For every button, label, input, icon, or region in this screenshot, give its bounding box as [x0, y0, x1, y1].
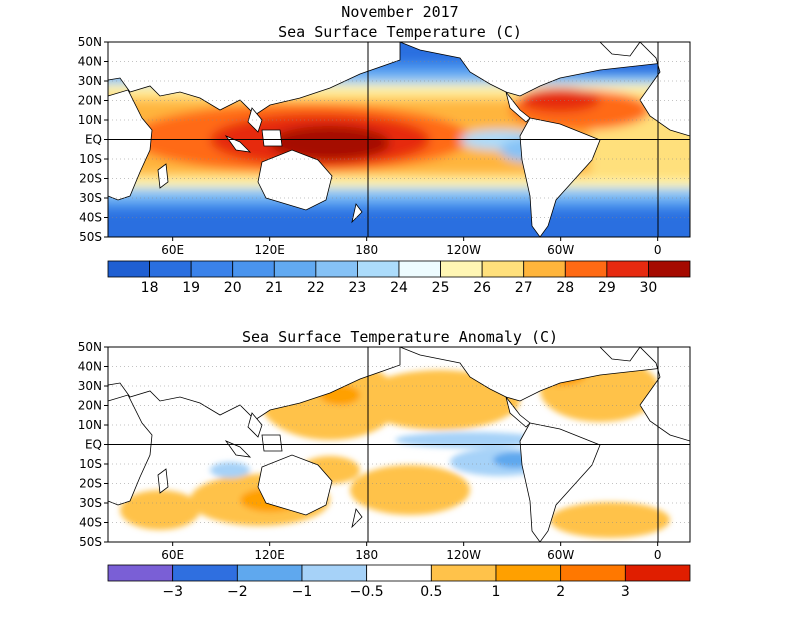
lat-tick-label: 30S	[79, 191, 102, 205]
colorbar-label: 25	[432, 280, 450, 296]
colorbar-swatch	[564, 260, 608, 278]
sst-field	[108, 42, 690, 237]
anomaly-colorbar-swatch	[624, 564, 691, 582]
lon-tick-label: 60W	[547, 243, 574, 257]
anomaly-lon-tick-label: 60E	[161, 548, 184, 562]
lon-tick-label: 180	[355, 243, 378, 257]
lon-tick-label: 120W	[446, 243, 481, 257]
anomaly-title: Sea Surface Temperature Anomaly (C)	[242, 328, 558, 346]
anomaly-lon-tick-label: 60W	[547, 548, 574, 562]
lat-tick-label: 50S	[79, 230, 102, 244]
lat-tick-label: 10S	[79, 152, 102, 166]
anomaly-colorbar-swatch	[172, 564, 238, 582]
colorbar-label: 28	[556, 280, 574, 296]
anomaly-colorbar-label: 3	[621, 584, 630, 600]
anomaly-colorbar-swatch	[560, 564, 626, 582]
colorbar-label: 24	[390, 280, 408, 296]
colorbar-label: 23	[349, 280, 367, 296]
anomaly-colorbar-label: −1	[292, 584, 313, 600]
landmasses	[107, 41, 691, 238]
colorbar-swatch	[606, 260, 649, 278]
anomaly-lat-tick-label: 10S	[79, 457, 102, 471]
colorbar-label: 20	[224, 280, 242, 296]
colorbar-label: 29	[598, 280, 616, 296]
anomaly-colorbar-swatch	[430, 564, 497, 582]
anomaly-grid-lines	[108, 366, 690, 523]
colorbar-label: 18	[141, 280, 159, 296]
anomaly-lon-tick-label: 120E	[254, 548, 285, 562]
colorbar-swatch	[190, 260, 234, 278]
colorbar-swatch	[481, 260, 525, 278]
colorbar-swatch	[107, 260, 150, 278]
anomaly-colorbar-label: 1	[492, 584, 501, 600]
anomaly-lat-tick-label: 20N	[78, 399, 102, 413]
colorbar-swatch	[357, 260, 400, 278]
anomaly-colorbar-swatch	[236, 564, 303, 582]
anomaly-colorbar-swatch	[366, 564, 432, 582]
colorbar-swatch	[398, 260, 441, 278]
colorbar-swatch	[523, 260, 566, 278]
lat-tick-label: 40S	[79, 211, 102, 225]
colorbar-swatch	[315, 260, 358, 278]
anomaly-colorbar-label: −3	[162, 584, 183, 600]
anomaly-lat-tick-label: 40S	[79, 516, 102, 530]
anomaly-lat-tick-label: 40N	[78, 360, 102, 374]
anomaly-colorbar-swatch	[495, 564, 562, 582]
colorbar-label: 22	[307, 280, 325, 296]
colorbar-swatch	[273, 260, 317, 278]
anomaly-colorbar-label: 2	[556, 584, 565, 600]
lon-tick-label: 0	[654, 243, 662, 257]
anomaly-lon-tick-label: 180	[355, 548, 378, 562]
anomaly-lat-tick-label: 30N	[78, 379, 102, 393]
anomaly-lat-tick-label: 10N	[78, 418, 102, 432]
anomaly-colorbar-label: −0.5	[350, 584, 384, 600]
lat-tick-label: 50N	[78, 35, 102, 49]
lon-tick-label: 120E	[254, 243, 285, 257]
anomaly-lat-tick-label: EQ	[85, 438, 102, 452]
chart-subtitle: Sea Surface Temperature (C)	[278, 23, 522, 41]
colorbar-label: 30	[640, 280, 658, 296]
lat-tick-label: 40N	[78, 55, 102, 69]
anomaly-lon-tick-label: 0	[654, 548, 662, 562]
lat-tick-label: 30N	[78, 74, 102, 88]
anomaly-lat-tick-label: 20S	[79, 477, 102, 491]
anomaly-lat-tick-label: 50N	[78, 340, 102, 354]
anomaly-lat-tick-label: 30S	[79, 496, 102, 510]
grid-lines	[108, 61, 690, 218]
lat-tick-label: 20S	[79, 172, 102, 186]
colorbar-label: 27	[515, 280, 533, 296]
colorbar-swatch	[232, 260, 275, 278]
anomaly-colorbar-swatch	[301, 564, 368, 582]
colorbar-swatch	[648, 260, 691, 278]
lon-tick-label: 60E	[161, 243, 184, 257]
chart-title: November 2017	[341, 3, 458, 21]
colorbar-label: 19	[182, 280, 200, 296]
anomaly-lat-tick-label: 50S	[79, 535, 102, 549]
colorbar-swatch	[440, 260, 483, 278]
lat-tick-label: 20N	[78, 94, 102, 108]
lat-tick-label: 10N	[78, 113, 102, 127]
colorbar-label: 21	[265, 280, 283, 296]
colorbar-label: 26	[473, 280, 491, 296]
lat-tick-label: EQ	[85, 133, 102, 147]
anomaly-colorbar-swatch	[107, 564, 174, 582]
anomaly-colorbar-label: 0.5	[420, 584, 442, 600]
anomaly-colorbar-label: −2	[227, 584, 248, 600]
anomaly-lon-tick-label: 120W	[446, 548, 481, 562]
colorbar-swatch	[149, 260, 192, 278]
